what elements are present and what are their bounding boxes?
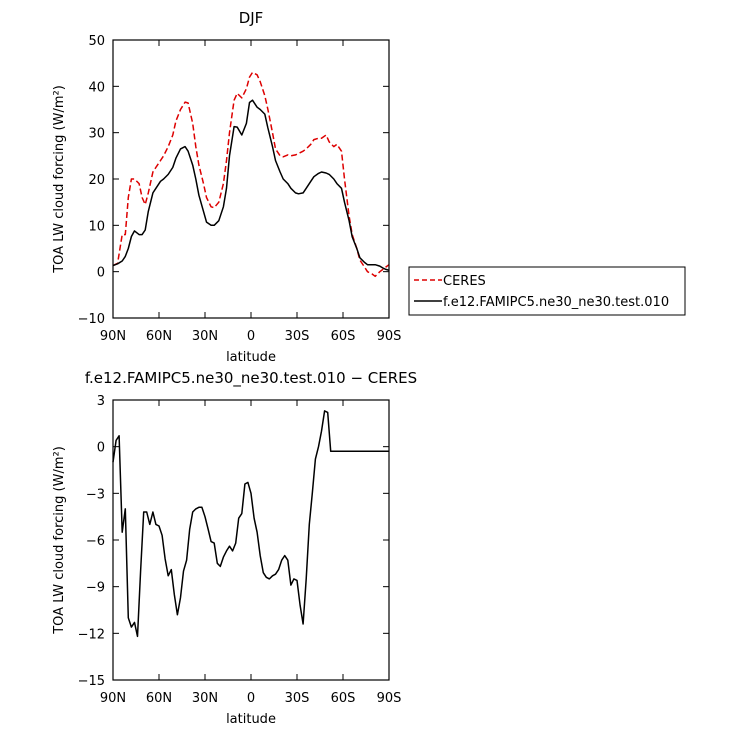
series-group	[112, 71, 390, 278]
series-line-f-e12-famipc5-ne30-ne30-test-010	[112, 99, 390, 272]
legend: CERES f.e12.FAMIPC5.ne30_ne30.test.010	[408, 266, 686, 316]
x-tick-label: 0	[247, 691, 255, 706]
series-group	[112, 410, 389, 638]
y-tick-label: 20	[88, 173, 105, 188]
x-axis-label: latitude	[226, 350, 276, 365]
x-tick-label: 30S	[285, 329, 310, 344]
y-tick-label: 0	[97, 266, 105, 281]
legend-box	[408, 266, 686, 316]
x-tick-label: 60S	[331, 329, 356, 344]
y-tick-label: −9	[86, 581, 105, 596]
y-tick-label: 40	[88, 80, 105, 95]
y-axis-label: TOA LW cloud forcing (W/m²)	[52, 85, 67, 274]
axis-ticks: 90N 60N 30N 0 30S 60S 90S −15 −12 −9 −6 −3 0 3	[78, 394, 402, 706]
x-tick-label: 60S	[331, 691, 356, 706]
series-line-diff-0	[112, 410, 389, 638]
y-tick-label: 10	[88, 219, 105, 234]
y-tick-label: 3	[97, 394, 105, 409]
chart-title: f.e12.FAMIPC5.ne30_ne30.test.010 − CERES	[85, 369, 417, 388]
y-tick-label: −15	[78, 674, 105, 689]
series-line-ceres	[112, 71, 390, 278]
top-panel: DJF TOA LW cloud forcing (W/m²) latitude…	[52, 9, 686, 365]
y-tick-label: −3	[86, 487, 105, 502]
y-axis-label: TOA LW cloud forcing (W/m²)	[52, 446, 67, 635]
axis-ticks: 90N 60N 30N 0 30S 60S 90S −10 0 10 20 30 40 50	[78, 34, 402, 344]
bottom-panel: f.e12.FAMIPC5.ne30_ne30.test.010 − CERES…	[52, 369, 417, 727]
legend-label-model: f.e12.FAMIPC5.ne30_ne30.test.010	[443, 295, 669, 310]
y-tick-label: 0	[97, 441, 105, 456]
x-axis-label: latitude	[226, 712, 276, 727]
y-tick-label: 30	[88, 127, 105, 142]
y-tick-label: −6	[86, 534, 105, 549]
x-tick-label: 30N	[192, 691, 218, 706]
x-tick-label: 90S	[377, 329, 402, 344]
x-tick-label: 90N	[100, 329, 126, 344]
x-tick-label: 60N	[146, 691, 172, 706]
legend-label-ceres: CERES	[443, 274, 486, 289]
x-tick-label: 90N	[100, 691, 126, 706]
x-tick-label: 30S	[285, 691, 310, 706]
x-tick-label: 30N	[192, 329, 218, 344]
plot-frame	[112, 39, 390, 319]
y-tick-label: −12	[78, 627, 105, 642]
y-tick-label: 50	[88, 34, 105, 49]
chart-title: DJF	[239, 9, 264, 27]
y-tick-label: −10	[78, 312, 105, 327]
x-tick-label: 60N	[146, 329, 172, 344]
x-tick-label: 90S	[377, 691, 402, 706]
plot-frame	[112, 399, 390, 681]
x-tick-label: 0	[247, 329, 255, 344]
